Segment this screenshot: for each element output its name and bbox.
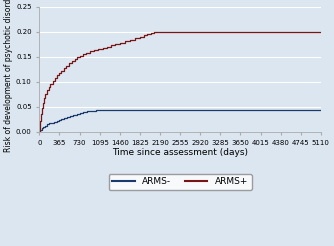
ARMS- xyxy=(178,108,182,111)
ARMS- xyxy=(49,122,53,124)
ARMS- xyxy=(158,108,162,111)
ARMS- xyxy=(43,124,47,127)
ARMS- xyxy=(52,121,56,123)
ARMS- xyxy=(45,123,49,126)
ARMS- xyxy=(138,108,142,111)
ARMS- xyxy=(279,108,283,111)
ARMS- xyxy=(62,116,66,119)
ARMS- xyxy=(71,113,75,116)
ARMS- xyxy=(75,112,79,115)
ARMS+ xyxy=(40,107,44,109)
ARMS- xyxy=(41,125,45,128)
ARMS- xyxy=(218,108,222,111)
ARMS- xyxy=(68,114,72,117)
ARMS+ xyxy=(84,51,88,54)
ARMS- xyxy=(112,108,116,111)
ARMS+ xyxy=(319,30,323,33)
ARMS- xyxy=(198,108,202,111)
ARMS- xyxy=(47,122,51,125)
ARMS+ xyxy=(155,30,159,33)
ARMS- xyxy=(238,108,242,111)
ARMS+ xyxy=(67,62,71,65)
Line: ARMS-: ARMS- xyxy=(39,110,321,132)
ARMS+ xyxy=(259,30,263,33)
ARMS- xyxy=(38,128,42,131)
ARMS- xyxy=(65,115,69,118)
ARMS- xyxy=(98,109,102,112)
ARMS- xyxy=(126,108,130,111)
ARMS- xyxy=(90,109,94,112)
ARMS- xyxy=(55,120,59,123)
ARMS+ xyxy=(118,41,122,44)
ARMS- xyxy=(39,127,43,130)
ARMS+ xyxy=(109,44,113,47)
ARMS- xyxy=(104,108,108,111)
ARMS+ xyxy=(37,130,41,133)
X-axis label: Time since assessment (days): Time since assessment (days) xyxy=(112,148,248,157)
ARMS- xyxy=(319,108,323,111)
ARMS- xyxy=(81,110,86,113)
ARMS- xyxy=(77,111,81,114)
ARMS- xyxy=(94,109,98,112)
ARMS- xyxy=(299,108,303,111)
Line: ARMS+: ARMS+ xyxy=(39,32,321,132)
ARMS- xyxy=(85,110,89,113)
ARMS- xyxy=(118,108,122,111)
ARMS- xyxy=(37,130,41,133)
ARMS- xyxy=(259,108,263,111)
Y-axis label: Risk of development of psychotic disorders: Risk of development of psychotic disorde… xyxy=(4,0,13,152)
Legend: ARMS-, ARMS+: ARMS-, ARMS+ xyxy=(109,174,252,190)
ARMS- xyxy=(59,117,63,120)
ARMS- xyxy=(57,119,61,122)
